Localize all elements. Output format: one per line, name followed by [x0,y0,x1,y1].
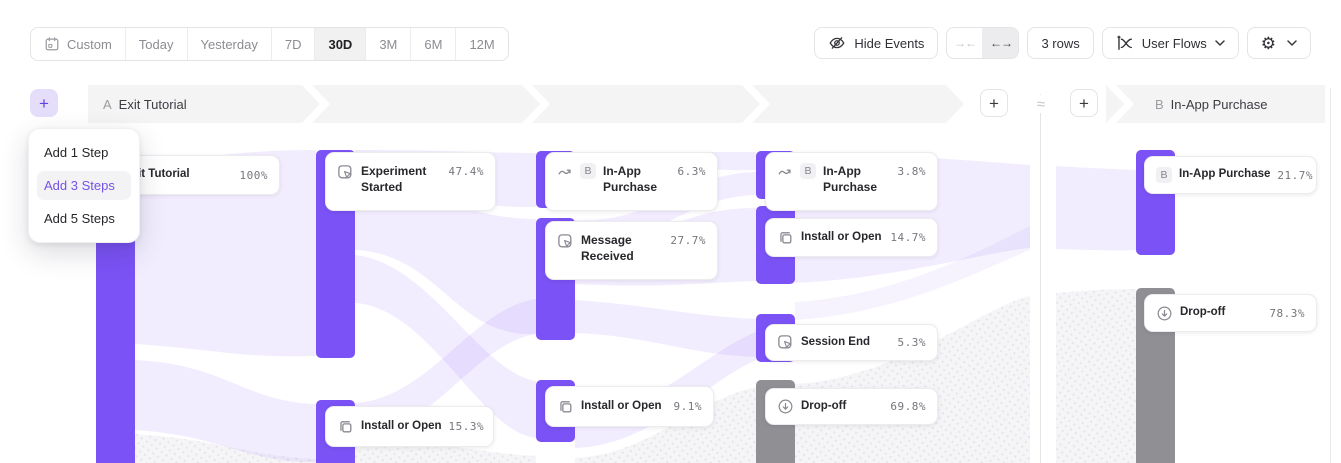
width-toggle-control: →← ←→ [946,27,1020,59]
node-label: In-App Purchase [823,164,878,195]
plus-icon: + [1079,93,1089,113]
flow-node-install-or-open-14[interactable]: Install or Open 14.7% [765,218,938,257]
event-icon [337,164,354,181]
date-custom-button[interactable]: Custom [31,28,125,60]
install-icon [337,418,354,435]
step-a-header[interactable]: A Exit Tutorial [103,85,187,123]
event-icon [777,334,794,351]
eye-off-icon [828,34,846,52]
date-6m-button[interactable]: 6M [410,28,455,60]
panel-right-border [1330,88,1331,463]
step-b-prefix: B [1155,96,1164,112]
node-label: Install or Open [361,419,442,432]
event-icon [557,233,574,250]
flow-node-in-app-purchase-21[interactable]: B In-App Purchase 21.7% [1144,156,1317,194]
node-percent: 3.8% [897,165,926,178]
add-step-menu: Add 1 Step Add 3 Steps Add 5 Steps [28,128,140,243]
node-percent: 27.7% [670,234,706,247]
date-today-button[interactable]: Today [124,28,187,60]
gear-icon: ⚙ [1260,33,1276,53]
flow-node-drop-off-69[interactable]: Drop-off 69.8% [765,388,938,425]
squiggle-arrow-icon [557,164,573,180]
node-label: Drop-off [801,399,847,412]
squiggle-arrow-icon [777,164,793,180]
calendar-icon [44,36,60,52]
node-label: Install or Open [801,230,882,243]
drop-off-icon [777,398,794,415]
node-label: Experiment Started [361,164,427,195]
date-12m-button[interactable]: 12M [455,28,507,60]
expand-columns-button[interactable]: ←→ [982,28,1019,58]
user-flows-icon [1116,34,1134,52]
node-percent: 5.3% [897,336,926,349]
node-percent: 14.7% [890,231,926,244]
rows-label: 3 rows [1041,35,1080,51]
flow-node-message-received[interactable]: Message Received 27.7% [545,221,718,280]
drop-off-icon [1156,305,1173,322]
node-percent: 78.3% [1269,306,1305,320]
node-percent: 47.4% [448,165,484,178]
node-percent: 69.8% [890,400,926,413]
flow-node-in-app-purchase-3[interactable]: B In-App Purchase 3.8% [765,152,938,211]
view-selector-button[interactable]: User Flows [1101,27,1239,59]
step-b-header[interactable]: B In-App Purchase [1155,85,1268,123]
flow-node-experiment-started[interactable]: Experiment Started 47.4% [325,152,496,211]
step-a-prefix: A [103,96,112,112]
settings-button[interactable]: ⚙ [1246,27,1311,59]
hide-events-button[interactable]: Hide Events [814,27,939,59]
flow-node-drop-off-78[interactable]: Drop-off 78.3% [1144,294,1317,332]
menu-item-add-3-steps[interactable]: Add 3 Steps [37,171,131,200]
chevron-down-icon [1215,40,1225,46]
node-label: Install or Open [581,399,662,412]
date-7d-button[interactable]: 7D [270,28,315,60]
node-percent: 21.7% [1277,168,1314,182]
node-label: Message Received [581,233,634,264]
append-step-a-button[interactable]: + [980,89,1008,117]
date-range-control: Custom Today Yesterday 7D 30D 3M 6M 12M [30,27,509,61]
chevron-down-icon [1287,40,1297,46]
flow-node-session-end[interactable]: Session End 5.3% [765,324,938,361]
node-label: Session End [801,335,871,348]
date-30d-button[interactable]: 30D [314,28,366,60]
menu-item-add-1-step[interactable]: Add 1 Step [44,145,109,160]
toolbar-right: Hide Events →← ←→ 3 rows User Flows ⚙ [814,27,1311,59]
node-percent: 6.3% [677,165,706,178]
collapse-columns-button[interactable]: →← [947,28,982,58]
prepend-step-b-button[interactable]: + [1070,89,1098,117]
step-b-badge: B [800,163,816,179]
install-icon [777,229,794,246]
node-label: Exit Tutorial [124,168,190,181]
node-percent: 15.3% [448,420,485,433]
rows-button[interactable]: 3 rows [1027,27,1094,59]
node-label: Drop-off [1180,306,1226,319]
flow-node-in-app-purchase-6[interactable]: B In-App Purchase 6.3% [545,152,718,211]
arrows-outward-icon: ←→ [989,36,1013,50]
step-a-title: Exit Tutorial [118,96,187,112]
panel-divider [1040,94,1041,463]
view-selector-label: User Flows [1141,35,1207,51]
menu-item-add-5-steps[interactable]: Add 5 Steps [44,211,115,226]
node-label: In-App Purchase [1179,168,1271,181]
date-3m-button[interactable]: 3M [365,28,410,60]
node-percent: 100% [239,168,268,182]
node-percent: 9.1% [673,400,702,413]
step-b-badge: B [1156,167,1172,183]
add-step-button[interactable]: + [30,89,58,117]
date-custom-label: Custom [67,36,112,52]
install-icon [557,398,574,415]
step-b-title: In-App Purchase [1170,96,1268,112]
flow-node-exit-tutorial[interactable]: Exit Tutorial 100% [112,155,280,195]
flow-node-install-or-open-15[interactable]: Install or Open 15.3% [325,406,494,447]
plus-icon: + [39,93,49,113]
step-header-band [88,85,1325,123]
flow-node-install-or-open-9[interactable]: Install or Open 9.1% [545,386,714,427]
plus-icon: + [989,93,999,113]
hide-events-label: Hide Events [854,35,925,51]
approx-connector-icon: ≈ [1031,95,1051,113]
date-yesterday-button[interactable]: Yesterday [186,28,271,60]
step-b-badge: B [580,163,596,179]
node-label: In-App Purchase [603,164,658,195]
arrows-inward-icon: →← [953,36,977,50]
